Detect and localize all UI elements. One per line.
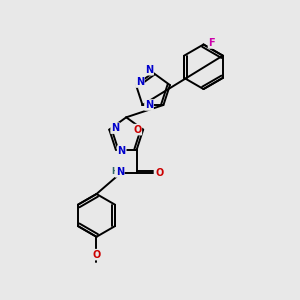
- Text: O: O: [155, 168, 164, 178]
- Text: H: H: [111, 167, 118, 176]
- Text: F: F: [208, 38, 215, 48]
- Text: N: N: [145, 100, 153, 110]
- Text: O: O: [133, 124, 141, 135]
- Text: N: N: [111, 123, 119, 133]
- Text: N: N: [145, 65, 153, 75]
- Text: N: N: [136, 77, 144, 87]
- Text: O: O: [92, 250, 101, 260]
- Text: N: N: [116, 167, 124, 177]
- Text: N: N: [118, 146, 126, 156]
